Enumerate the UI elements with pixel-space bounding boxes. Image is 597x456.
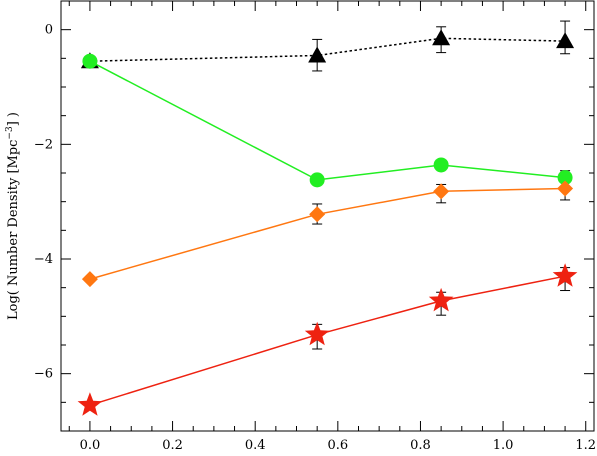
data-point [309,206,326,223]
y-tick-label: −6 [34,367,53,382]
x-tick-label: 0.8 [410,438,431,453]
data-point [552,263,578,287]
data-point [556,32,575,49]
y-tick-label: −2 [34,137,53,152]
series-2 [81,180,574,288]
series-line [89,275,566,406]
data-point [557,170,573,186]
data-point [304,321,330,346]
x-tick-label: 1.0 [493,438,514,453]
data-point [557,180,574,197]
series-line [89,187,566,280]
series-line [89,60,566,181]
data-point [309,172,325,188]
y-axis-label-end: ] ) [6,112,21,126]
y-axis-label: Log( Number Density [Mpc−3] ) [5,112,21,320]
series-3 [77,263,578,416]
data-point [81,271,98,288]
x-tick-label: 1.2 [575,438,596,453]
y-axis-label-exponent: −3 [5,126,15,140]
data-point [433,157,449,173]
y-axis-label-main: Log( Number Density [Mpc [6,140,21,320]
data-point [82,53,98,69]
tick-labels: 0.0 0.2 0.4 0.6 0.8 1.0 1.2 0 −2 −4 −6 [34,23,596,453]
y-tick-label: 0 [45,23,53,38]
y-tick-label: −4 [34,252,53,267]
x-tick-label: 0.0 [80,438,101,453]
data-point [77,392,103,416]
series-1 [82,53,573,188]
data-point [432,29,451,46]
x-tick-label: 0.2 [162,438,183,453]
x-tick-label: 0.6 [327,438,348,453]
plot-frame [60,0,595,432]
data-point [433,183,450,200]
series-layer [77,20,578,416]
data-point [308,46,327,63]
ticks [61,1,594,431]
data-point [428,287,454,312]
series-line [89,37,566,62]
series-0 [80,20,575,72]
x-tick-label: 0.4 [245,438,266,453]
